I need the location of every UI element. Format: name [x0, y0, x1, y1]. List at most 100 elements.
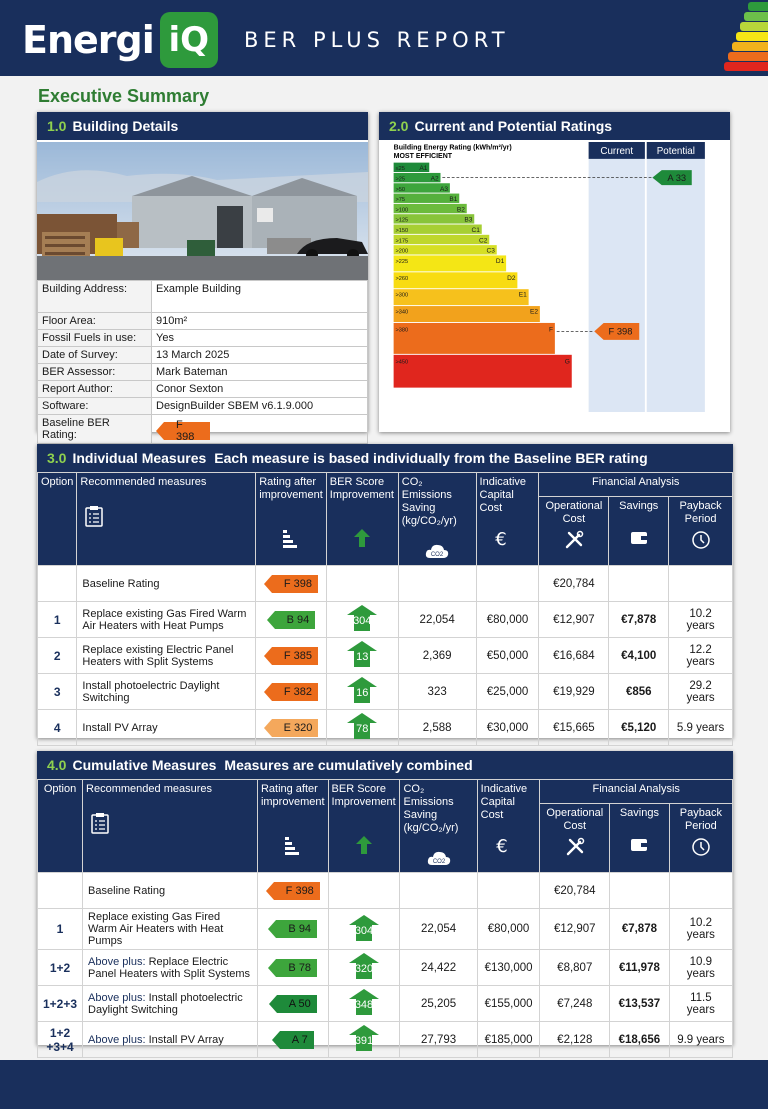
baseline-label: Baseline Rating [82, 872, 258, 909]
band-grade: C2 [479, 237, 488, 244]
option-number: 2 [36, 637, 78, 674]
col-financial-label: Financial Analysis [591, 476, 680, 488]
building-details-table: Building Address: Example Building Floor A… [37, 280, 368, 444]
rating-band-f: >380 F [393, 322, 555, 354]
measure-cell: Replace existing Electric Panel Heaters … [76, 637, 257, 674]
col-payback: Payback Period [668, 802, 734, 874]
option-number: 4 [36, 709, 78, 746]
col-capital-label: Indicative Capital Cost [479, 476, 527, 514]
payback-period: 11.5 years [668, 985, 734, 1022]
operational-cost: €12,907 [538, 601, 610, 638]
band-range: >175 [396, 238, 409, 244]
rating-badge: F 385 [263, 646, 319, 665]
above-plus-label: Above plus: [88, 991, 146, 1004]
score-cell: 391 [327, 1021, 401, 1058]
clock-icon [692, 838, 710, 856]
rating-band-b3: >125 B3 [393, 214, 475, 224]
savings: €11,978 [609, 949, 670, 986]
col-capital: Indicative Capital Cost € [476, 779, 541, 873]
up-arrow-icon [356, 836, 372, 854]
band-grade: G [565, 358, 570, 365]
rating-band-a2: >25 A2 [393, 172, 441, 182]
detail-label: Floor Area: [37, 312, 152, 330]
up-arrow-icon [354, 529, 371, 547]
measure-text: Replace existing Gas Fired Warm Air Heat… [88, 911, 224, 947]
detail-value: Conor Sexton [151, 380, 368, 398]
capital-cost: €50,000 [475, 637, 540, 674]
col-co2-label: CO₂ Emissions Saving (kg/CO₂/yr) [403, 783, 459, 834]
cumulative-measures-panel: 4.0 Cumulative Measures Measures are cum… [36, 751, 734, 1058]
score-cell: 320 [327, 949, 401, 986]
score-value: 304 [354, 924, 374, 937]
potential-header [646, 142, 705, 159]
energy-bar [736, 32, 768, 41]
ratings-panel: 2.0 Current and Potential Ratings Buildi… [379, 112, 730, 432]
energy-bar [748, 2, 768, 11]
band-range: >50 [396, 187, 406, 193]
rating-band-d2: >260 D2 [393, 272, 518, 289]
payback-period: 10.2 years [668, 908, 734, 950]
measure-cell: Install photoelectric Daylight Switching [76, 673, 257, 710]
col-rating: Rating after improvement [255, 472, 327, 566]
section-title: Building Details [72, 118, 179, 134]
detail-row: BER Assessor: Mark Bateman [37, 363, 368, 381]
co2-saving: 27,793 [399, 1021, 478, 1058]
band-grade: A2 [431, 175, 439, 182]
col-operational: Operational Cost [539, 802, 611, 874]
col-operational: Operational Cost [538, 495, 610, 567]
band-range: >125 [396, 218, 409, 224]
option-number: 3 [36, 673, 78, 710]
band-grade: C3 [487, 248, 496, 255]
savings: €4,100 [608, 637, 670, 674]
section-title: Cumulative Measures [72, 757, 217, 773]
baseline-row: Baseline Rating F 398 €20,784 [36, 565, 733, 602]
band-grade: D2 [507, 275, 516, 282]
col-measures-label: Recommended measures [80, 476, 207, 488]
rating-band-c3: >200 C3 [393, 245, 497, 255]
detail-row: Date of Survey: 13 March 2025 [37, 346, 368, 364]
chart-title: Building Energy Rating (kWh/m²/yr) [394, 145, 512, 152]
col-operational-label: Operational Cost [546, 806, 604, 832]
co2-cloud-icon: CO2 [425, 544, 449, 558]
rating-badge: A 50 [268, 994, 317, 1013]
baseline-ber-row: Baseline BER Rating: F 398 [37, 414, 368, 444]
operational-cost: €12,907 [539, 908, 611, 950]
rating-band-e2: >340 E2 [393, 306, 540, 322]
rating-band-a1: ≤25 A1 [393, 162, 430, 172]
energy-bar [740, 22, 768, 31]
individual-measures-heading: 3.0 Individual Measures Each measure is … [37, 444, 733, 472]
band-grade: E2 [530, 309, 538, 316]
clock-icon [691, 531, 710, 549]
measure-text: Install photoelectric Daylight Switching [88, 991, 243, 1016]
baseline-rating-badge: F 398 [263, 574, 319, 593]
baseline-rating-badge: F 398 [265, 881, 320, 900]
page-footer [0, 1060, 768, 1109]
logo-text: Energi [22, 18, 155, 62]
baseline-label: Baseline Rating [76, 565, 257, 602]
score-value: 391 [354, 1035, 374, 1047]
band-range: >75 [396, 197, 406, 203]
band-grade: C1 [472, 227, 481, 234]
baseline-op-cost: €20,784 [539, 872, 611, 909]
baseline-row: Baseline Rating F 398 €20,784 [36, 872, 734, 909]
section-subtitle: Measures are cumulatively combined [224, 757, 473, 773]
col-score-label: BER Score Improvement [329, 476, 394, 501]
measure-text: Replace existing Electric Panel Heaters … [82, 643, 234, 668]
detail-value: DesignBuilder SBEM v6.1.9.000 [151, 397, 368, 415]
rating-band-c2: >175 C2 [393, 234, 490, 244]
energy-bar [728, 52, 768, 61]
score-cell: 16 [325, 673, 399, 710]
score-value: 78 [356, 723, 369, 735]
co2-cloud-icon: CO2 [427, 851, 450, 865]
score-value: 16 [356, 687, 369, 699]
col-savings: Savings [609, 802, 670, 874]
section-title: Individual Measures [72, 450, 207, 466]
detail-value: Mark Bateman [151, 363, 368, 381]
rating-band-g: >450 G [393, 354, 572, 388]
rating-cell: E 320 [255, 709, 327, 746]
detail-row: Floor Area: 910m² [37, 312, 368, 330]
detail-label: Report Author: [37, 380, 152, 398]
col-measures-label: Recommended measures [86, 783, 212, 795]
co2-saving: 2,588 [397, 709, 477, 746]
detail-row: Building Address: Example Building [37, 280, 368, 313]
